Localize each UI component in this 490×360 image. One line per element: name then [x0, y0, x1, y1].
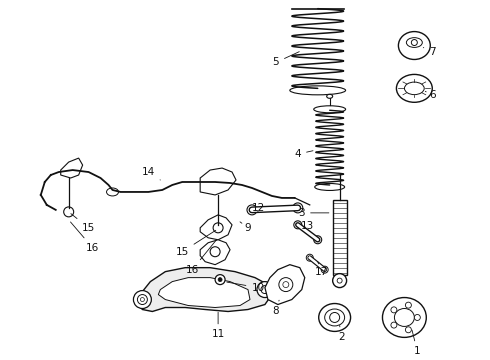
Circle shape [391, 307, 397, 313]
Text: 8: 8 [272, 300, 279, 316]
Ellipse shape [394, 309, 415, 327]
Ellipse shape [318, 303, 350, 332]
Text: 17: 17 [315, 262, 328, 276]
Text: 1: 1 [412, 330, 420, 356]
Circle shape [279, 278, 293, 292]
Text: 13: 13 [301, 221, 315, 231]
Text: 14: 14 [142, 167, 160, 180]
Ellipse shape [106, 188, 119, 196]
Circle shape [330, 312, 340, 323]
Polygon shape [200, 215, 232, 240]
Circle shape [314, 236, 322, 244]
Polygon shape [200, 240, 230, 265]
Text: 16: 16 [71, 222, 99, 253]
Circle shape [261, 285, 269, 293]
Ellipse shape [314, 106, 345, 113]
Circle shape [405, 302, 412, 308]
Circle shape [213, 224, 223, 234]
Ellipse shape [404, 82, 424, 95]
Circle shape [257, 282, 273, 298]
Circle shape [64, 207, 74, 217]
Ellipse shape [325, 309, 344, 326]
Text: 15: 15 [175, 230, 216, 257]
Text: 4: 4 [294, 149, 313, 159]
Bar [333, 200, 346, 275]
Circle shape [247, 205, 257, 215]
Circle shape [337, 278, 342, 283]
Text: 12: 12 [251, 203, 265, 213]
Text: 6: 6 [425, 90, 436, 100]
Polygon shape [135, 268, 272, 311]
Circle shape [137, 294, 147, 305]
Circle shape [412, 40, 417, 45]
Circle shape [391, 322, 397, 328]
Text: 7: 7 [423, 48, 436, 58]
Circle shape [141, 298, 145, 302]
Circle shape [321, 266, 328, 273]
Polygon shape [265, 265, 305, 305]
Circle shape [405, 327, 412, 333]
Circle shape [293, 203, 303, 213]
Text: 5: 5 [272, 52, 299, 67]
Ellipse shape [327, 94, 333, 98]
Text: 15: 15 [71, 213, 95, 233]
Text: 9: 9 [240, 222, 251, 233]
Polygon shape [158, 278, 250, 307]
Circle shape [333, 274, 346, 288]
Text: 2: 2 [338, 325, 345, 342]
Ellipse shape [383, 298, 426, 337]
Ellipse shape [398, 32, 430, 59]
Polygon shape [200, 168, 236, 195]
Ellipse shape [396, 75, 432, 102]
Text: 16: 16 [186, 240, 217, 275]
Text: 3: 3 [298, 208, 329, 218]
Ellipse shape [290, 86, 345, 95]
Circle shape [283, 282, 289, 288]
Text: 11: 11 [212, 312, 225, 339]
Circle shape [415, 315, 420, 320]
Ellipse shape [315, 184, 344, 190]
Circle shape [306, 254, 313, 261]
Circle shape [294, 221, 302, 229]
Circle shape [133, 291, 151, 309]
Polygon shape [61, 158, 83, 178]
Circle shape [213, 223, 223, 233]
Ellipse shape [406, 38, 422, 48]
Circle shape [210, 247, 220, 257]
Circle shape [215, 275, 225, 285]
Text: 10: 10 [227, 282, 265, 293]
Circle shape [218, 278, 222, 282]
